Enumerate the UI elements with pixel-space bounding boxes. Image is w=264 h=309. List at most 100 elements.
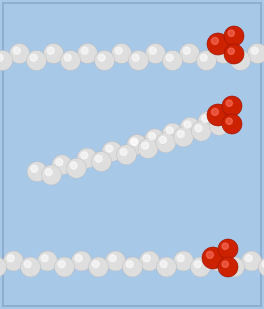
Circle shape [120, 148, 127, 155]
Circle shape [214, 44, 233, 64]
Circle shape [211, 255, 218, 262]
Circle shape [37, 251, 58, 271]
Circle shape [207, 104, 229, 126]
Circle shape [222, 96, 242, 116]
Circle shape [183, 47, 190, 54]
Circle shape [31, 165, 38, 172]
Circle shape [157, 257, 177, 277]
Circle shape [191, 121, 211, 141]
Circle shape [177, 131, 184, 138]
Circle shape [230, 50, 251, 70]
Circle shape [159, 136, 166, 143]
Circle shape [211, 37, 218, 44]
Circle shape [131, 138, 138, 145]
Circle shape [131, 138, 138, 145]
Circle shape [245, 255, 252, 262]
Circle shape [106, 251, 125, 271]
Circle shape [222, 261, 228, 267]
Circle shape [58, 261, 65, 268]
Circle shape [7, 255, 14, 262]
Circle shape [45, 169, 52, 176]
Circle shape [3, 251, 23, 271]
Circle shape [91, 151, 111, 171]
Circle shape [64, 54, 71, 61]
Circle shape [207, 33, 229, 55]
Circle shape [142, 142, 149, 149]
Circle shape [145, 44, 166, 64]
Circle shape [92, 261, 99, 268]
Circle shape [111, 44, 131, 64]
Circle shape [228, 261, 235, 268]
Circle shape [148, 133, 155, 140]
Circle shape [224, 257, 244, 277]
Circle shape [166, 54, 173, 61]
Circle shape [129, 50, 148, 70]
Circle shape [177, 255, 184, 262]
Circle shape [173, 127, 194, 147]
Circle shape [102, 142, 122, 161]
Circle shape [184, 121, 191, 128]
Circle shape [228, 30, 234, 36]
Circle shape [0, 257, 7, 277]
Circle shape [262, 261, 264, 268]
Circle shape [41, 255, 48, 262]
Circle shape [56, 159, 63, 166]
Circle shape [218, 239, 238, 259]
Circle shape [208, 251, 228, 271]
Circle shape [47, 47, 54, 54]
Circle shape [30, 54, 37, 61]
Circle shape [196, 50, 216, 70]
Circle shape [127, 135, 147, 155]
Circle shape [202, 115, 209, 122]
Circle shape [226, 118, 232, 125]
Circle shape [180, 44, 200, 64]
Circle shape [166, 127, 173, 134]
Circle shape [218, 257, 238, 277]
Circle shape [13, 47, 20, 54]
Circle shape [54, 257, 74, 277]
Circle shape [222, 243, 228, 249]
Circle shape [77, 148, 97, 168]
Circle shape [162, 123, 182, 143]
Circle shape [78, 44, 97, 64]
Circle shape [248, 44, 264, 64]
Circle shape [10, 44, 30, 64]
Circle shape [251, 47, 258, 54]
Circle shape [106, 145, 113, 152]
Circle shape [75, 255, 82, 262]
Circle shape [156, 133, 176, 153]
Circle shape [217, 47, 224, 54]
Circle shape [127, 135, 147, 154]
Circle shape [202, 247, 224, 269]
Circle shape [180, 117, 200, 137]
Circle shape [258, 257, 264, 277]
Circle shape [122, 257, 143, 277]
Circle shape [194, 261, 201, 268]
Circle shape [222, 114, 242, 134]
Circle shape [195, 125, 202, 132]
Circle shape [81, 152, 88, 159]
Circle shape [138, 138, 158, 159]
Circle shape [27, 162, 47, 182]
Circle shape [160, 261, 167, 268]
Circle shape [143, 255, 150, 262]
Circle shape [81, 47, 88, 54]
Circle shape [88, 257, 109, 277]
Circle shape [163, 50, 182, 70]
Circle shape [60, 50, 81, 70]
Circle shape [24, 261, 31, 268]
Circle shape [206, 252, 213, 258]
Circle shape [149, 47, 156, 54]
Circle shape [70, 162, 77, 169]
Circle shape [0, 50, 12, 70]
Circle shape [139, 251, 159, 271]
Circle shape [234, 54, 241, 61]
Circle shape [145, 129, 165, 149]
Circle shape [0, 54, 3, 61]
Circle shape [191, 257, 210, 277]
Circle shape [26, 50, 46, 70]
Circle shape [72, 251, 92, 271]
Circle shape [242, 251, 262, 271]
Circle shape [116, 145, 136, 165]
Circle shape [98, 54, 105, 61]
